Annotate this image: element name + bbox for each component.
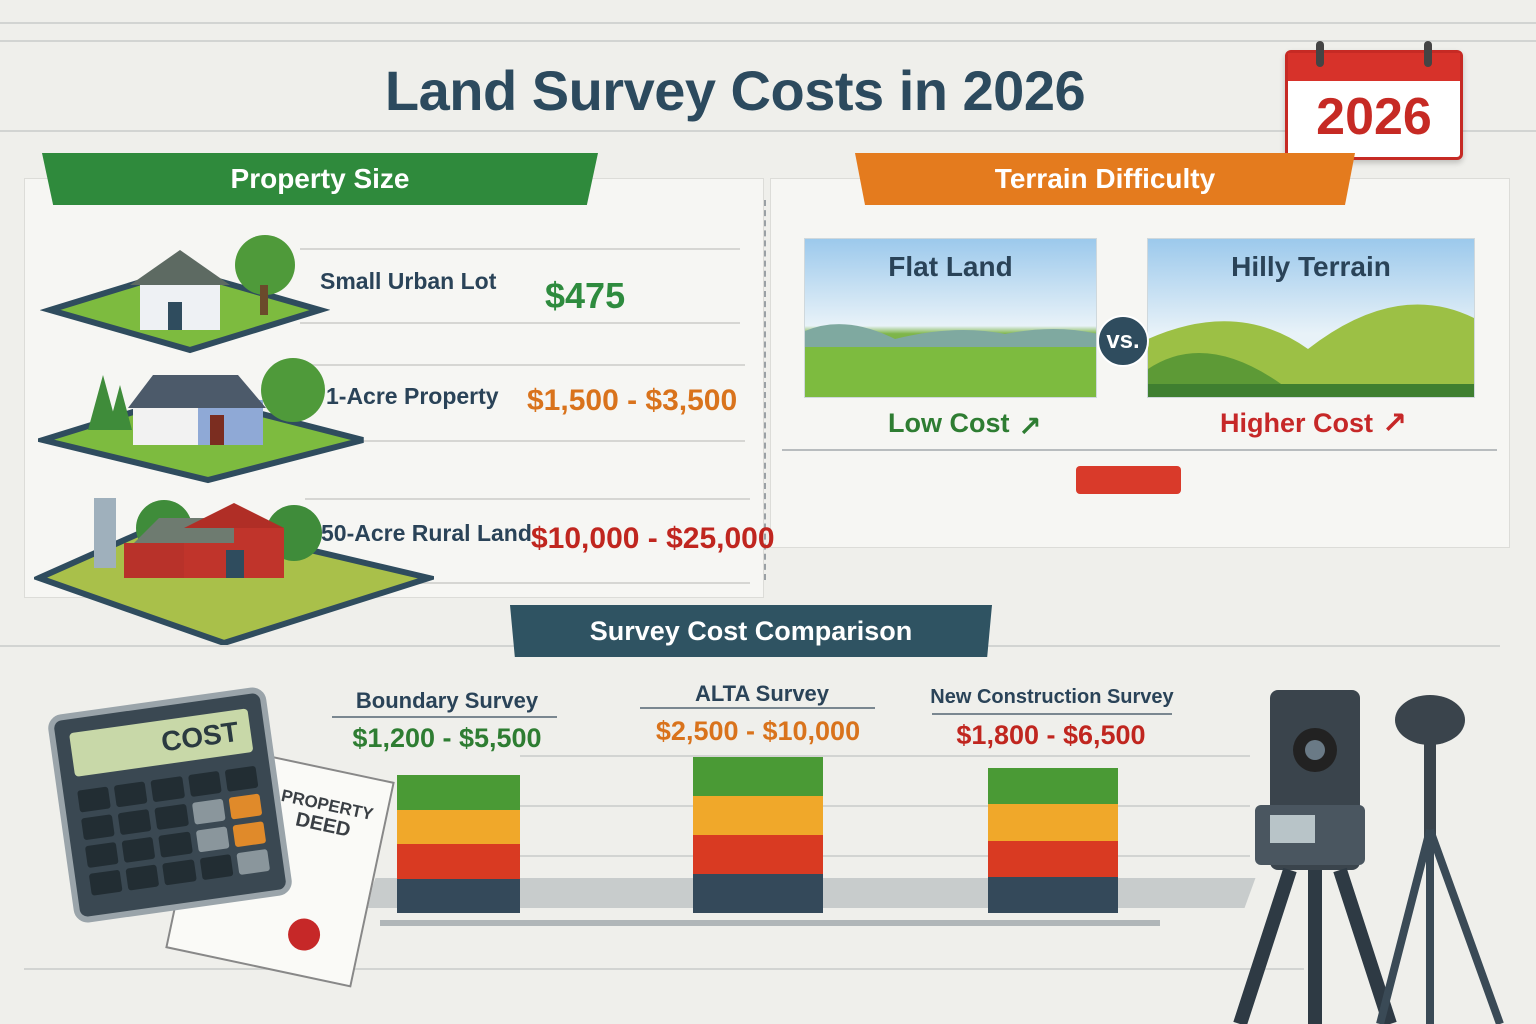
column-price-new-construction: $1,800 - $6,500 [956,720,1146,750]
flat-land-label: Flat Land [888,251,1013,282]
divider [0,130,1536,132]
rural-barn-illustration [34,498,434,647]
divider [0,40,1536,42]
acre-house-illustration [38,358,364,484]
column-label-boundary: Boundary Survey [355,688,539,713]
price-50-acre: $10,000 - $25,000 [531,522,775,555]
column-price-alta: $2,500 - $10,000 [655,716,861,746]
block-segment [693,835,823,874]
block-segment [397,809,520,844]
stacked-block-new-construction [988,768,1118,913]
stacked-block-alta [693,757,823,913]
calendar-year: 2026 [1316,88,1432,146]
calculator-screen: COST [69,708,254,777]
hilly-terrain-image: Hilly Terrain [1147,238,1475,398]
block-segment [988,768,1118,805]
block-segment [988,840,1118,877]
terrain-heading: Terrain Difficulty [855,153,1355,205]
price-1-acre: $1,500 - $3,500 [527,384,738,417]
vs-badge: vs. [1097,315,1149,367]
column-label-alta: ALTA Survey [694,681,830,706]
block-segment [988,804,1118,841]
low-cost-label: Low Cost [888,408,1010,438]
block-segment [988,876,1118,913]
row-label-small-urban-lot: Small Urban Lot [320,268,497,294]
block-segment [397,844,520,879]
hilly-terrain-label: Hilly Terrain [1231,251,1391,282]
row-label-50-acre: 50-Acre Rural Land [321,520,532,546]
binder-clip-icon [1076,466,1181,494]
block-segment [397,775,520,810]
survey-total-station-icon [1233,690,1504,1024]
page-title: Land Survey Costs in 2026 [384,59,1086,122]
comparison-heading: Survey Cost Comparison [510,605,992,657]
block-segment [693,874,823,913]
arrow-up-icon: ↗ [1382,407,1408,440]
price-small-urban-lot: $475 [545,275,626,316]
stacked-block-boundary [397,775,520,913]
column-label-new-construction: New Construction Survey [930,686,1174,708]
dashed-divider [764,200,766,580]
block-segment [397,878,520,913]
block-segment [693,757,823,796]
row-label-1-acre: 1-Acre Property [326,383,499,409]
calendar-icon: 2026 [1285,41,1463,160]
divider [0,22,1536,24]
property-size-heading: Property Size [42,153,598,205]
block-segment [693,796,823,835]
calculator-icon: COST [46,685,294,925]
higher-cost-label: Higher Cost [1220,408,1374,438]
urban-house-illustration [40,235,330,354]
flat-land-image: Flat Land [804,238,1097,398]
arrow-up-icon: ↗ [1018,411,1042,442]
column-price-boundary: $1,200 - $5,500 [352,723,542,753]
